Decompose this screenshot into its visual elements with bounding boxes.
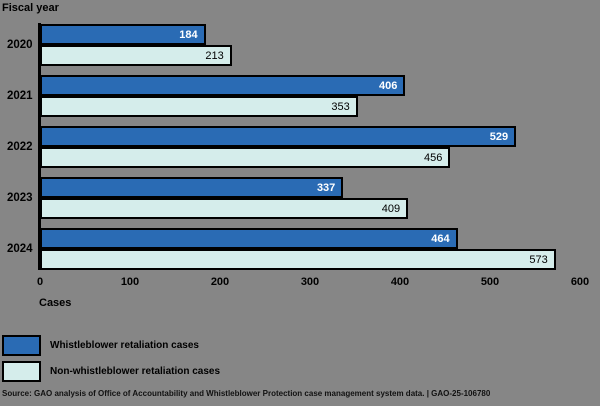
legend-label-non-whistleblower: Non-whistleblower retaliation cases (50, 366, 221, 377)
bar-value-label: 184 (179, 28, 198, 41)
bar-value-label: 573 (529, 253, 548, 266)
bar-group-2022: 2022 529 456 (0, 126, 600, 168)
whistleblower-bar-2024: 464 (40, 228, 458, 249)
bar-value-label: 456 (424, 151, 443, 164)
bar-value-label: 353 (331, 100, 350, 113)
x-tick-label-0: 0 (36, 276, 44, 288)
non-whistleblower-bar-2023: 409 (40, 198, 409, 219)
bar-group-2023: 2023 337 409 (0, 177, 600, 219)
x-tick-label-300: 300 (300, 276, 320, 288)
source-note: Source: GAO analysis of Office of Accoun… (2, 389, 491, 398)
year-label-2024: 2024 (7, 243, 33, 255)
x-tick-label-100: 100 (120, 276, 140, 288)
x-tick-label-200: 200 (210, 276, 230, 288)
x-tick-label-500: 500 (480, 276, 500, 288)
whistleblower-bar-2021: 406 (40, 75, 406, 96)
non-whistleblower-bar-2020: 213 (40, 45, 232, 66)
year-label-2020: 2020 (7, 39, 33, 51)
year-label-2022: 2022 (7, 141, 33, 153)
legend-swatch-whistleblower (2, 335, 41, 356)
year-label-2023: 2023 (7, 192, 33, 204)
legend-label-whistleblower: Whistleblower retaliation cases (50, 340, 199, 351)
year-label-2021: 2021 (7, 90, 33, 102)
bar-value-label: 406 (379, 79, 398, 92)
legend-swatch-non-whistleblower (2, 361, 41, 382)
whistleblower-bar-2023: 337 (40, 177, 344, 198)
bar-group-2020: 2020 184 213 (0, 24, 600, 66)
bar-value-label: 409 (381, 202, 401, 215)
legend-item-whistleblower: Whistleblower retaliation cases (2, 335, 220, 356)
non-whistleblower-bar-2024: 573 (40, 249, 556, 270)
fiscal-year-axis-title: Fiscal year (2, 2, 59, 14)
bar-value-label: 213 (205, 49, 224, 62)
non-whistleblower-bar-2022: 456 (40, 147, 451, 168)
y-axis-line (38, 23, 41, 270)
non-whistleblower-bar-2021: 353 (40, 96, 358, 117)
bar-value-label: 337 (316, 181, 336, 194)
cases-axis-title: Cases (39, 297, 72, 309)
bar-value-label: 464 (431, 232, 450, 245)
whistleblower-bar-2020: 184 (40, 24, 206, 45)
whistleblower-bar-2022: 529 (40, 126, 517, 147)
bar-group-2024: 2024 464 573 (0, 228, 600, 270)
chart-legend: Whistleblower retaliation cases Non-whis… (2, 335, 220, 387)
bar-group-2021: 2021 406 353 (0, 75, 600, 117)
legend-item-non-whistleblower: Non-whistleblower retaliation cases (2, 361, 220, 382)
x-tick-label-400: 400 (390, 276, 410, 288)
x-tick-label-600: 600 (570, 276, 590, 288)
bar-value-label: 529 (489, 130, 509, 143)
